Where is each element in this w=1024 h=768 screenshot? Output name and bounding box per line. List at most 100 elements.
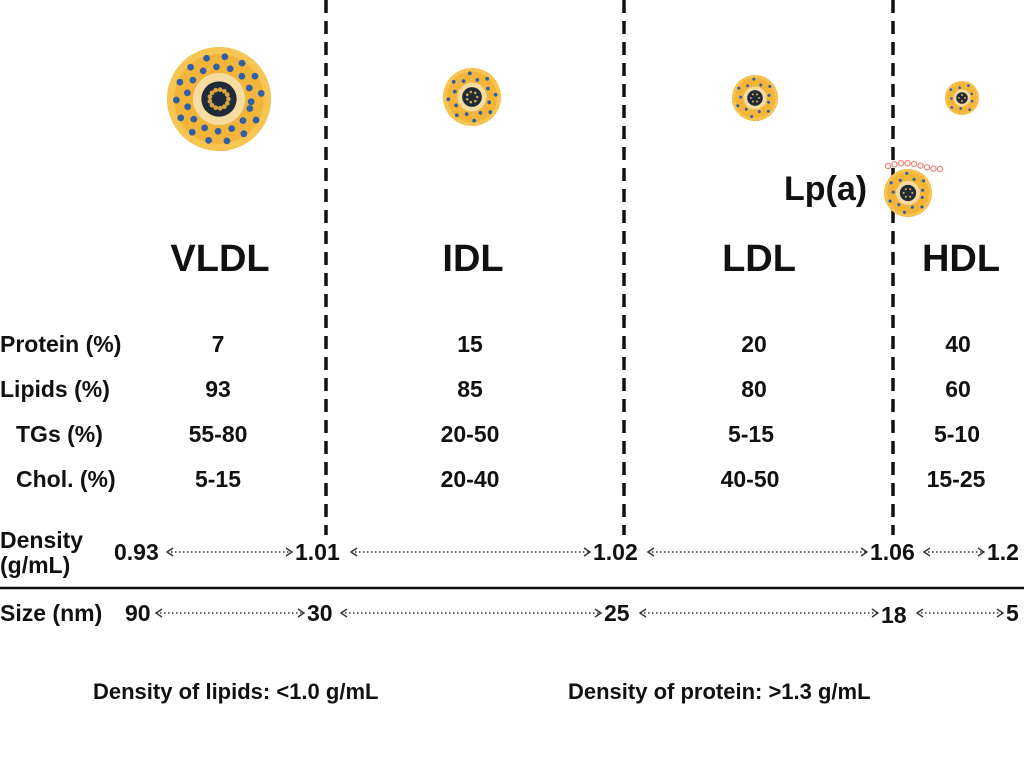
core-lipid: [221, 104, 227, 110]
ldl-lipids: 80: [741, 376, 767, 402]
lipid-head: [928, 194, 932, 199]
lipid-head: [918, 172, 922, 176]
protein-dot: [199, 67, 207, 75]
protein-dot: [203, 54, 210, 62]
core-lipid: [465, 97, 469, 101]
protein-dot: [888, 199, 892, 203]
protein-dot: [454, 103, 458, 108]
protein-dot: [912, 177, 916, 181]
lipid-head: [886, 201, 891, 206]
lipid-head: [732, 98, 736, 102]
lipid-head: [891, 207, 895, 212]
lipid-head: [956, 81, 959, 85]
density-value-4: 1.2: [987, 539, 1019, 565]
size-arrow-3-head-left: [915, 608, 924, 618]
core-lipid: [961, 93, 963, 96]
protein-dot: [968, 108, 971, 112]
protein-dot: [767, 93, 771, 97]
protein-dot: [184, 103, 192, 111]
protein-dot: [187, 63, 194, 71]
protein-dot: [739, 95, 743, 99]
ldl-chol: 40-50: [720, 466, 780, 492]
lipid-head: [494, 84, 499, 89]
lipid-head: [925, 180, 930, 185]
lpa-label: Lp(a): [784, 170, 868, 208]
size-arrow-2-head-left: [638, 608, 647, 618]
protein-dot: [752, 77, 756, 81]
lipid-head: [972, 106, 976, 110]
lipid-head: [897, 211, 901, 216]
lipid-head: [963, 81, 967, 84]
lipid-head: [454, 117, 459, 122]
lipid-head: [966, 111, 970, 114]
lipid-head: [495, 87, 500, 92]
density-label-line2: (g/mL): [0, 552, 71, 578]
density-arrows: [165, 547, 986, 557]
lipid-head: [479, 120, 484, 125]
lipid-head: [904, 169, 908, 173]
lipid-head: [773, 89, 777, 93]
apo-a-kringle: [917, 162, 924, 169]
idl-chol: 20-40: [440, 466, 500, 492]
lipid-head: [928, 187, 932, 192]
core-lipid: [207, 98, 213, 104]
protein-dot: [451, 79, 456, 84]
core-lipid: [209, 102, 215, 108]
lipid-head: [911, 169, 916, 174]
density-label-line1: Density: [0, 527, 84, 553]
vldl-particle-icon: [167, 47, 271, 151]
lipid-head: [761, 76, 765, 80]
vldl-chol: 5-15: [194, 466, 242, 492]
size-label: Size (nm): [0, 600, 103, 626]
size-value-3: 18: [881, 602, 907, 628]
protein-dot: [746, 84, 750, 88]
lipid-head: [915, 211, 919, 216]
protein-dot: [189, 76, 197, 84]
lipid-core: [899, 184, 917, 202]
title-vldl: VLDL: [170, 238, 270, 280]
lipid-head: [479, 69, 484, 74]
lipid-head: [446, 80, 451, 86]
protein-dot: [768, 84, 772, 88]
protein-dot: [736, 104, 740, 108]
lipid-head: [884, 187, 888, 192]
protein-dot: [902, 210, 907, 214]
lipid-head: [485, 72, 490, 77]
lipid-head: [764, 114, 768, 118]
protein-dot: [183, 89, 191, 97]
lipid-head: [735, 84, 739, 88]
lipid-head: [947, 87, 951, 91]
apo-a-kringle: [897, 159, 905, 167]
size-arrow-1-head-right: [594, 608, 603, 618]
protein-dot: [239, 117, 247, 124]
density-value-0: 0.93: [114, 539, 159, 565]
lipid-head: [767, 80, 771, 84]
lipid-head: [743, 115, 747, 119]
lipid-head: [959, 112, 963, 116]
title-ldl: LDL: [722, 238, 796, 280]
lipid-head: [733, 87, 738, 91]
apo-a-kringle: [923, 164, 931, 171]
lipid-head: [952, 110, 956, 114]
lipid-head: [972, 86, 976, 90]
lipid-head: [750, 117, 754, 121]
protein-dot: [970, 92, 974, 96]
protein-dot: [950, 106, 954, 109]
lipid-head: [761, 116, 765, 120]
lipid-head: [923, 205, 928, 209]
size-arrow-0-head-right: [297, 608, 306, 618]
lipid-head: [737, 111, 742, 115]
lipid-head: [488, 114, 493, 119]
protein-dot: [959, 107, 962, 110]
protein-dot: [247, 98, 255, 106]
lipid-head: [970, 83, 973, 87]
lipid-head: [496, 91, 501, 96]
core-lipid: [213, 105, 219, 111]
lipid-core: [201, 81, 237, 117]
vldl-protein: 7: [211, 331, 225, 357]
protein-dot: [920, 205, 924, 209]
lipid-head: [757, 75, 762, 79]
lipid-core: [956, 92, 968, 104]
protein-dot: [472, 118, 477, 123]
protein-dot: [488, 110, 493, 115]
